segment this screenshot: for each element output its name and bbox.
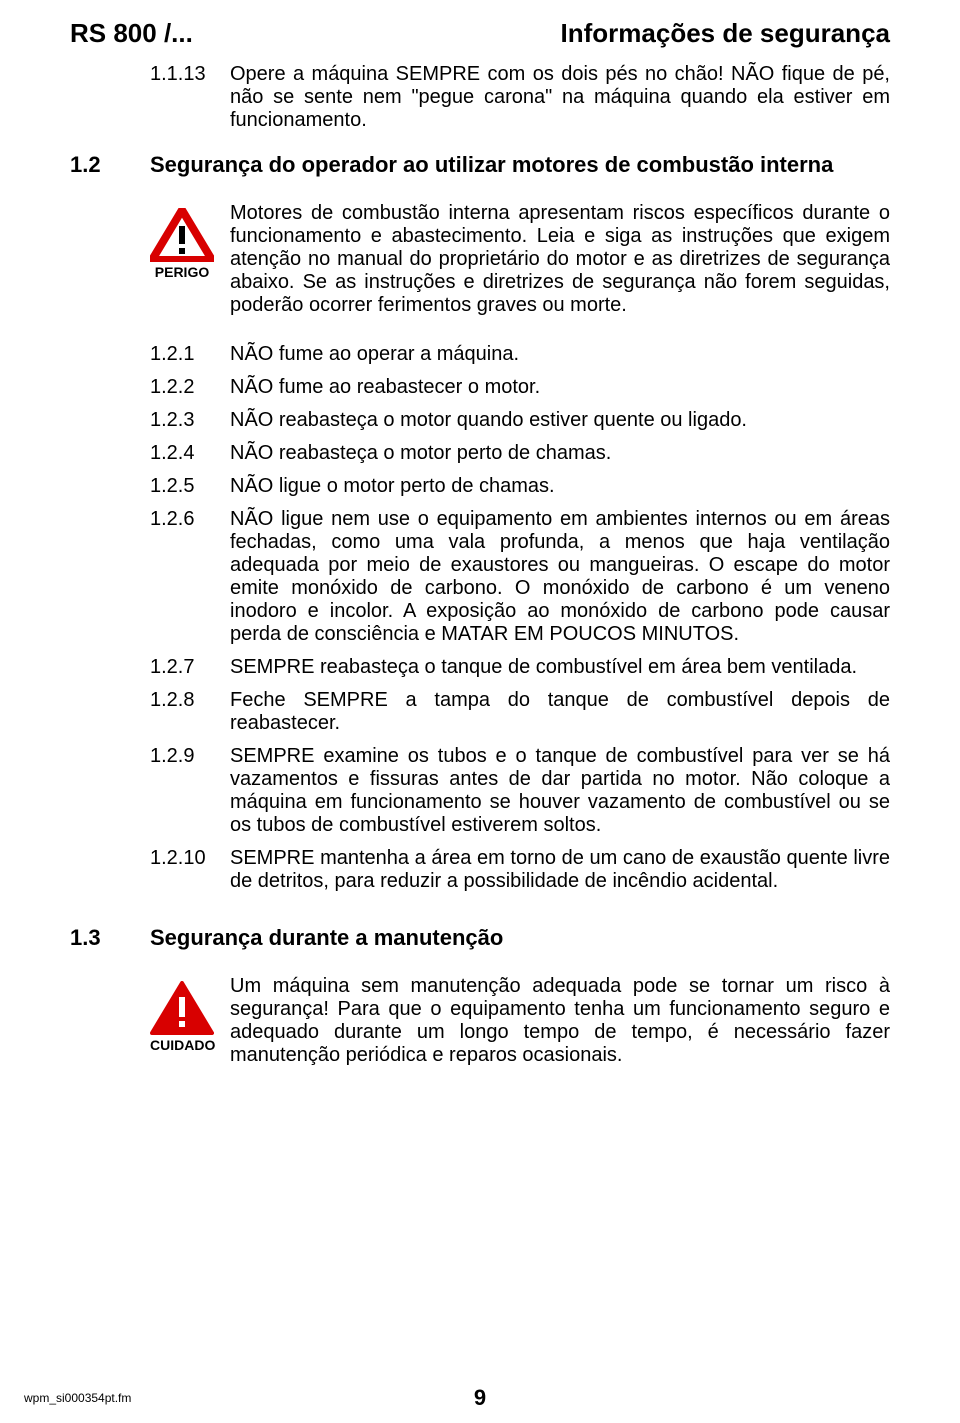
section-12-num: 1.2 bbox=[70, 152, 150, 178]
warning-12-label: PERIGO bbox=[150, 264, 214, 280]
list-item-num: 1.2.9 bbox=[150, 745, 230, 837]
list-item-num: 1.2.7 bbox=[150, 656, 230, 679]
header-left: RS 800 /... bbox=[70, 18, 193, 49]
section-13-title: Segurança durante a manutenção bbox=[150, 925, 890, 951]
warning-12-icon-col: PERIGO bbox=[150, 202, 230, 317]
list-item-text: NÃO fume ao reabastecer o motor. bbox=[230, 376, 890, 399]
list-item-text: SEMPRE examine os tubos e o tanque de co… bbox=[230, 745, 890, 837]
section-12-row: 1.2 Segurança do operador ao utilizar mo… bbox=[70, 152, 890, 178]
header-right: Informações de segurança bbox=[561, 18, 890, 49]
list-item: 1.2.5NÃO ligue o motor perto de chamas. bbox=[150, 475, 890, 498]
warning-13-text: Um máquina sem manutenção adequada pode … bbox=[230, 975, 890, 1067]
intro-item-row: 1.1.13 Opere a máquina SEMPRE com os doi… bbox=[150, 63, 890, 132]
list-item-text: SEMPRE reabasteça o tanque de combustíve… bbox=[230, 656, 890, 679]
warning-12-icon-wrap: PERIGO bbox=[150, 202, 230, 280]
list-item-num: 1.2.1 bbox=[150, 343, 230, 366]
warning-13-label: CUIDADO bbox=[150, 1037, 214, 1053]
page-header: RS 800 /... Informações de segurança bbox=[70, 18, 890, 49]
list-item: 1.2.10SEMPRE mantenha a área em torno de… bbox=[150, 847, 890, 893]
list-item: 1.2.8Feche SEMPRE a tampa do tanque de c… bbox=[150, 689, 890, 735]
warning-13: CUIDADO Um máquina sem manutenção adequa… bbox=[150, 975, 890, 1067]
list-item-text: NÃO ligue nem use o equipamento em ambie… bbox=[230, 508, 890, 646]
list-item: 1.2.4NÃO reabasteça o motor perto de cha… bbox=[150, 442, 890, 465]
warning-13-icon-col: CUIDADO bbox=[150, 975, 230, 1067]
section-13-num: 1.3 bbox=[70, 925, 150, 951]
list-item-num: 1.2.10 bbox=[150, 847, 230, 893]
warning-13-block: CUIDADO Um máquina sem manutenção adequa… bbox=[150, 975, 890, 1067]
list-item-text: NÃO fume ao operar a máquina. bbox=[230, 343, 890, 366]
list-item-num: 1.2.4 bbox=[150, 442, 230, 465]
list-item: 1.2.9SEMPRE examine os tubos e o tanque … bbox=[150, 745, 890, 837]
list-item-num: 1.2.2 bbox=[150, 376, 230, 399]
intro-block: 1.1.13 Opere a máquina SEMPRE com os doi… bbox=[150, 63, 890, 132]
footer-page-number: 9 bbox=[0, 1385, 960, 1411]
list-item-num: 1.2.3 bbox=[150, 409, 230, 432]
list-item: 1.2.1NÃO fume ao operar a máquina. bbox=[150, 343, 890, 366]
section-12-title: Segurança do operador ao utilizar motore… bbox=[150, 152, 890, 178]
page: RS 800 /... Informações de segurança 1.1… bbox=[0, 0, 960, 1423]
list-item: 1.2.7SEMPRE reabasteça o tanque de combu… bbox=[150, 656, 890, 679]
caution-triangle-icon bbox=[150, 981, 214, 1035]
intro-item-text: Opere a máquina SEMPRE com os dois pés n… bbox=[230, 63, 890, 132]
list-item: 1.2.3NÃO reabasteça o motor quando estiv… bbox=[150, 409, 890, 432]
list-item-num: 1.2.6 bbox=[150, 508, 230, 646]
warning-12-block: PERIGO Motores de combustão interna apre… bbox=[150, 202, 890, 317]
intro-item-num: 1.1.13 bbox=[150, 63, 230, 132]
page-footer: wpm_si000354pt.fm 9 bbox=[0, 1391, 960, 1405]
list-item-text: Feche SEMPRE a tampa do tanque de combus… bbox=[230, 689, 890, 735]
list-item-num: 1.2.8 bbox=[150, 689, 230, 735]
warning-12: PERIGO Motores de combustão interna apre… bbox=[150, 202, 890, 317]
list-item-text: NÃO reabasteça o motor perto de chamas. bbox=[230, 442, 890, 465]
section-13-row: 1.3 Segurança durante a manutenção bbox=[70, 925, 890, 951]
danger-triangle-icon bbox=[150, 208, 214, 262]
list-item: 1.2.2NÃO fume ao reabastecer o motor. bbox=[150, 376, 890, 399]
list-item-num: 1.2.5 bbox=[150, 475, 230, 498]
list-item: 1.2.6NÃO ligue nem use o equipamento em … bbox=[150, 508, 890, 646]
items-12-list: 1.2.1NÃO fume ao operar a máquina.1.2.2N… bbox=[150, 343, 890, 893]
list-item-text: SEMPRE mantenha a área em torno de um ca… bbox=[230, 847, 890, 893]
list-item-text: NÃO reabasteça o motor quando estiver qu… bbox=[230, 409, 890, 432]
list-item-text: NÃO ligue o motor perto de chamas. bbox=[230, 475, 890, 498]
warning-13-icon-wrap: CUIDADO bbox=[150, 975, 230, 1053]
warning-12-text: Motores de combustão interna apresentam … bbox=[230, 202, 890, 317]
